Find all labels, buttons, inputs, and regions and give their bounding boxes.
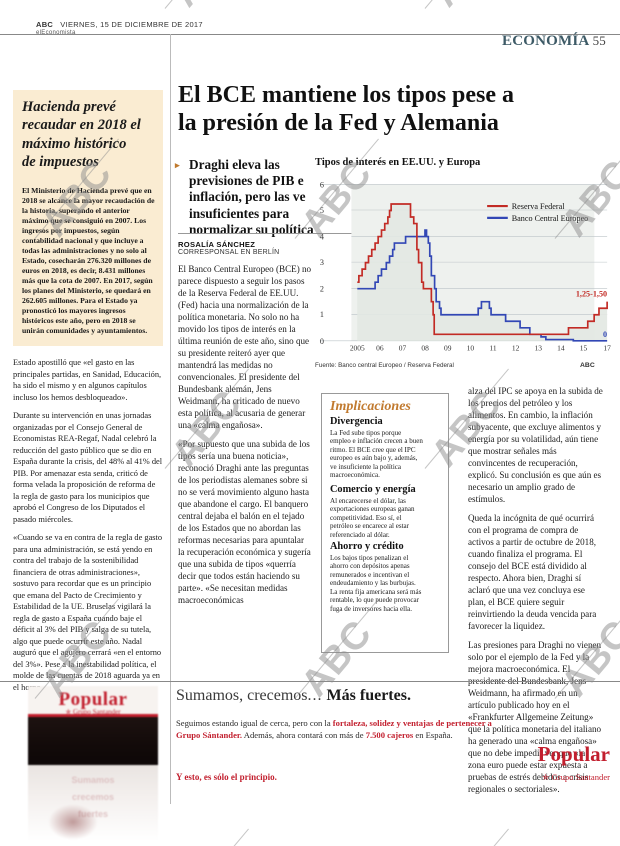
svg-text:17: 17 bbox=[603, 344, 611, 353]
svg-text:11: 11 bbox=[489, 344, 496, 353]
svg-text:Banco Central Europeo: Banco Central Europeo bbox=[512, 214, 589, 223]
svg-text:06: 06 bbox=[376, 344, 384, 353]
svg-text:13: 13 bbox=[535, 344, 543, 353]
svg-text:2: 2 bbox=[320, 285, 324, 294]
svg-text:12: 12 bbox=[512, 344, 520, 353]
svg-text:3: 3 bbox=[320, 258, 324, 267]
svg-text:07: 07 bbox=[399, 344, 407, 353]
svg-text:5: 5 bbox=[320, 206, 324, 215]
svg-text:1: 1 bbox=[320, 310, 324, 319]
svg-text:10: 10 bbox=[467, 344, 475, 353]
svg-text:08: 08 bbox=[421, 344, 429, 353]
svg-text:4: 4 bbox=[320, 233, 324, 242]
svg-text:0: 0 bbox=[320, 337, 324, 346]
svg-text:14: 14 bbox=[557, 344, 565, 353]
svg-text:2005: 2005 bbox=[350, 344, 365, 353]
svg-text:1,25-1,50: 1,25-1,50 bbox=[576, 290, 607, 299]
svg-text:6: 6 bbox=[320, 180, 324, 189]
svg-text:Reserva Federal: Reserva Federal bbox=[512, 202, 565, 211]
svg-text:09: 09 bbox=[444, 344, 452, 353]
svg-text:0: 0 bbox=[603, 330, 607, 339]
